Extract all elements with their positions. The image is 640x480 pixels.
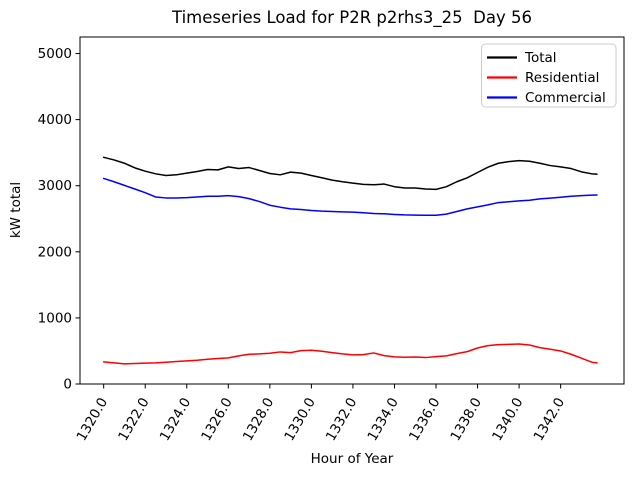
x-tick-label: 1330.0	[281, 395, 318, 444]
x-tick-label: 1336.0	[406, 395, 443, 444]
y-tick-label: 1000	[38, 310, 72, 326]
x-tick-label: 1322.0	[115, 395, 152, 444]
series-line-residential	[102, 343, 598, 365]
legend-box	[481, 43, 617, 108]
y-tick-label: 4000	[38, 112, 72, 128]
y-tick-label: 5000	[38, 46, 72, 62]
series-line-total	[102, 156, 598, 191]
x-axis-label: Hour of Year	[311, 451, 394, 467]
legend-label-commercial: Commercial	[525, 90, 606, 106]
data-series	[102, 156, 598, 365]
x-tick-label: 1342.0	[531, 395, 568, 444]
x-tick-label: 1332.0	[323, 395, 360, 444]
legend-label-residential: Residential	[525, 70, 599, 86]
x-tick-label: 1326.0	[198, 395, 235, 444]
series-line-commercial	[102, 177, 598, 217]
x-tick-label: 1334.0	[364, 395, 401, 444]
x-tick-label: 1324.0	[157, 395, 194, 444]
plot-border	[79, 36, 625, 385]
x-tick-label: 1340.0	[489, 395, 526, 444]
chart-title: Timeseries Load for P2R p2rhs3_25 Day 56	[171, 8, 532, 28]
legend-label-total: Total	[524, 50, 557, 66]
legend: Total Residential Commercial	[481, 43, 617, 108]
x-tick-label: 1338.0	[448, 395, 485, 444]
y-tick-label: 2000	[38, 244, 72, 260]
y-axis-label: kW total	[8, 182, 24, 238]
x-tick-label: 1328.0	[240, 395, 277, 444]
y-tick-label: 3000	[38, 178, 72, 194]
x-tick-label: 1320.0	[74, 395, 111, 444]
y-tick-label: 0	[63, 377, 72, 393]
